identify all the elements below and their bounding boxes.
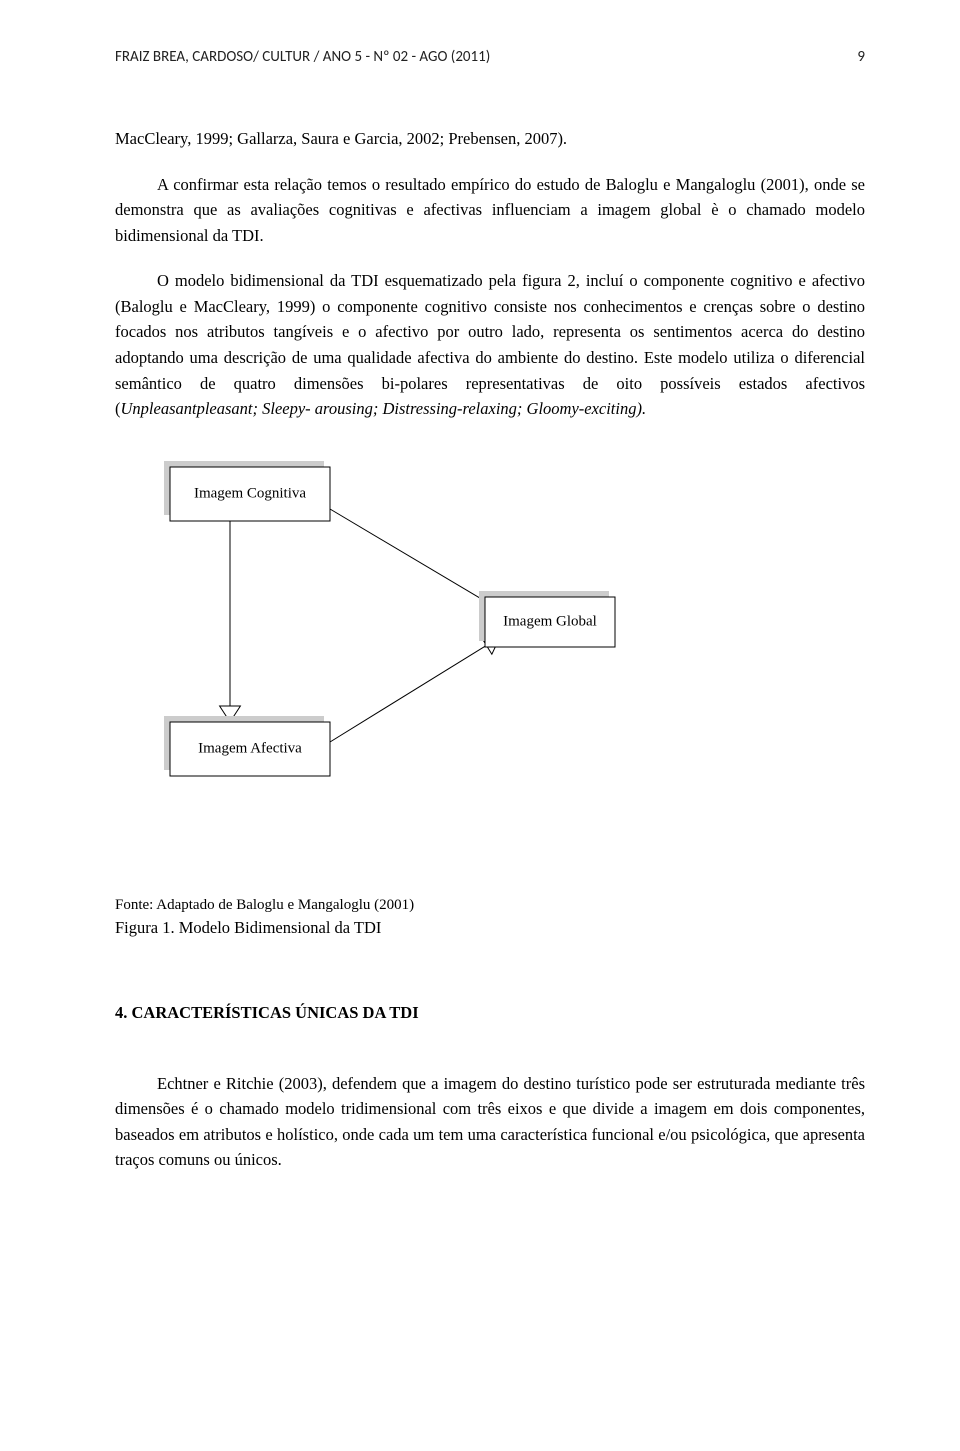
paragraph-3: O modelo bidimensional da TDI esquematiz… [115,268,865,421]
svg-text:Imagem Cognitiva: Imagem Cognitiva [194,485,306,501]
paragraph-3b: Unpleasantpleasant; Sleepy- arousing; Di… [121,399,647,418]
section-4-heading: 4. CARACTERÍSTICAS ÚNICAS DA TDI [115,1003,865,1023]
figure-caption: Figura 1. Modelo Bidimensional da TDI [115,918,865,938]
paragraph-4: Echtner e Ritchie (2003), defendem que a… [115,1071,865,1173]
diagram-svg: Imagem Cognitiva Imagem Afectiva Imagem Gl… [115,447,635,837]
figure-1-diagram: Imagem Cognitiva Imagem Afectiva Imagem Gl… [115,447,865,837]
figure-source: Fonte: Adaptado de Baloglu e Mangaloglu … [115,897,865,914]
page-number: 9 [857,48,865,66]
paragraph-2: A confirmar esta relação temos o resulta… [115,172,865,249]
svg-text:Imagem Global: Imagem Global [503,613,597,629]
paragraph-1: MacCleary, 1999; Gallarza, Saura e Garci… [115,126,865,152]
header-left: FRAIZ BREA, CARDOSO/ CULTUR / ANO 5 - Nº… [115,48,490,66]
paragraph-3a: O modelo bidimensional da TDI esquematiz… [115,271,865,418]
running-header: FRAIZ BREA, CARDOSO/ CULTUR / ANO 5 - Nº… [115,48,865,66]
svg-text:Imagem Afectiva: Imagem Afectiva [198,740,302,756]
